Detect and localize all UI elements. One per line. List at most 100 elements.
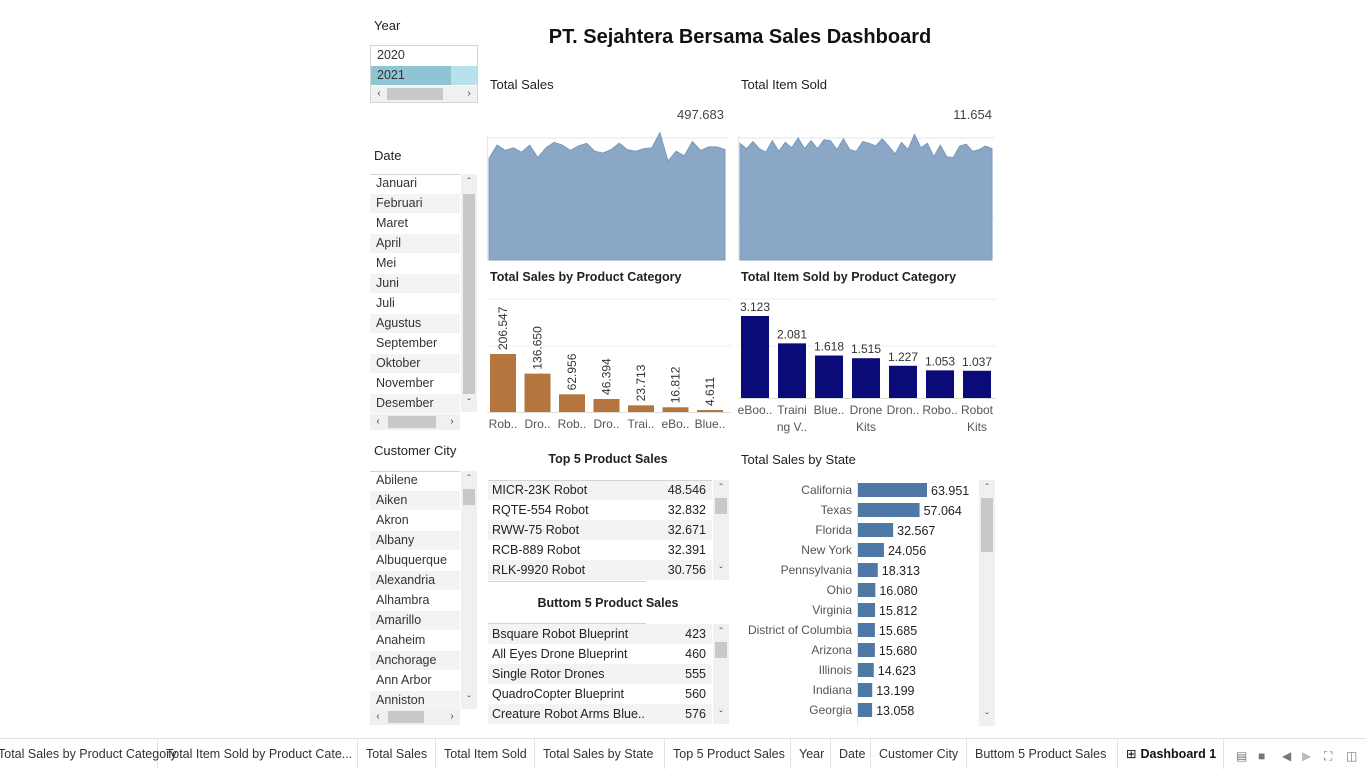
sheet-tab[interactable]: Total Sales by Product Category — [0, 739, 177, 769]
city-vscroll[interactable]: ˆ ˇ — [461, 471, 477, 709]
scroll-right-icon[interactable]: › — [450, 416, 454, 427]
state-label: New York — [801, 543, 853, 557]
scroll-down-icon[interactable]: ˇ — [467, 398, 471, 409]
top5-vscroll[interactable]: ˆ ˇ — [713, 480, 729, 580]
sheet-tab[interactable]: Total Item Sold — [436, 739, 535, 769]
scroll-left-icon[interactable]: ‹ — [376, 416, 380, 427]
scroll-thumb[interactable] — [387, 88, 443, 100]
date-option[interactable]: Februari — [370, 194, 460, 213]
fullscreen-icon[interactable]: ⛶ — [1324, 749, 1333, 763]
scroll-thumb[interactable] — [715, 498, 727, 514]
table-row: RLK-9920 Robot 30.756 — [488, 560, 712, 580]
state-label: Ohio — [827, 583, 853, 597]
scroll-thumb[interactable] — [463, 194, 475, 394]
sheet-tab[interactable]: Customer City — [871, 739, 967, 769]
state-label: Illinois — [819, 663, 852, 677]
date-option[interactable]: September — [376, 336, 438, 350]
city-option[interactable]: Albuquerque — [376, 553, 447, 567]
date-option[interactable]: April — [370, 234, 460, 253]
sheet-tab-label: Total Item Sold by Product Cate... — [166, 747, 353, 761]
date-hscroll[interactable]: ‹ › — [370, 414, 460, 430]
date-option[interactable]: Desember — [370, 394, 460, 413]
bottom5-vscroll[interactable]: ˆ ˇ — [713, 624, 729, 724]
sheet-tab[interactable]: Total Sales by State — [535, 739, 665, 769]
sales-by-category-title: Total Sales by Product Category — [490, 270, 682, 284]
city-hscroll[interactable]: ‹ › — [370, 709, 460, 725]
city-option[interactable]: Akron — [376, 513, 409, 527]
scroll-left-icon[interactable]: ‹ — [376, 711, 380, 722]
scroll-right-icon[interactable]: › — [467, 88, 471, 99]
state-vscroll[interactable]: ˆ ˇ — [979, 480, 995, 726]
category-label: Traini — [777, 403, 807, 417]
bar — [628, 405, 654, 412]
city-option[interactable]: Anchorage — [370, 651, 460, 670]
sheet-tab-label: Buttom 5 Product Sales — [975, 747, 1107, 761]
product-sales-value: 30.756 — [667, 563, 706, 577]
scroll-up-icon[interactable]: ˆ — [985, 483, 989, 494]
scroll-down-icon[interactable]: ˇ — [985, 712, 989, 723]
year-option-2020[interactable]: 2020 — [377, 48, 405, 62]
sheet-tab[interactable]: Buttom 5 Product Sales — [967, 739, 1118, 769]
year-hscroll[interactable]: ‹ › — [371, 86, 477, 102]
city-option[interactable]: Albany — [370, 531, 460, 550]
scroll-up-icon[interactable]: ˆ — [467, 177, 471, 188]
scroll-up-icon[interactable]: ˆ — [719, 627, 723, 638]
city-option[interactable]: Ann Arbor — [376, 673, 432, 687]
city-option[interactable]: Aiken — [370, 491, 460, 510]
sheet-tab[interactable]: Total Sales — [358, 739, 436, 769]
bar — [490, 354, 516, 412]
city-option[interactable]: Amarillo — [370, 611, 460, 630]
date-option[interactable]: Juni — [370, 274, 460, 293]
scroll-right-icon[interactable]: › — [450, 711, 454, 722]
year-option-2021[interactable]: 2021 — [371, 66, 451, 85]
date-option[interactable]: Oktober — [370, 354, 460, 373]
data-label: 63.951 — [931, 484, 969, 498]
filmstrip-view-icon[interactable]: ■ — [1258, 749, 1266, 763]
scroll-thumb[interactable] — [981, 498, 993, 552]
presentation-mode-icon[interactable]: ◫ — [1346, 749, 1358, 763]
product-name: RLK-9920 Robot — [492, 563, 586, 577]
scroll-down-icon[interactable]: ˇ — [467, 695, 471, 706]
sheet-tab[interactable]: Total Item Sold by Product Cate... — [158, 739, 358, 769]
date-option[interactable]: Juli — [376, 296, 395, 310]
scroll-down-icon[interactable]: ˇ — [719, 710, 723, 721]
previous-sheet-icon[interactable]: ◀ — [1282, 749, 1292, 763]
total-items-title: Total Item Sold — [741, 77, 827, 92]
data-label: 23.713 — [634, 364, 648, 401]
bar — [662, 407, 689, 412]
scroll-down-icon[interactable]: ˇ — [719, 566, 723, 577]
scroll-thumb[interactable] — [715, 642, 727, 658]
sheet-tab-label: Total Item Sold — [444, 747, 527, 761]
scroll-up-icon[interactable]: ˆ — [467, 474, 471, 485]
scroll-left-icon[interactable]: ‹ — [377, 88, 381, 99]
date-option[interactable]: November — [376, 376, 434, 390]
dashboard-title: PT. Sejahtera Bersama Sales Dashboard — [548, 26, 932, 48]
city-option[interactable]: Anaheim — [376, 633, 426, 647]
sheet-tab[interactable]: Date — [831, 739, 871, 769]
next-sheet-icon[interactable]: ▶ — [1302, 749, 1312, 763]
sheet-tab[interactable]: Top 5 Product Sales — [665, 739, 791, 769]
category-label: Blue.. — [695, 417, 726, 431]
data-label: 13.199 — [876, 684, 914, 698]
date-option[interactable]: Maret — [376, 216, 408, 230]
scroll-up-icon[interactable]: ˆ — [719, 483, 723, 494]
scroll-thumb[interactable] — [388, 416, 436, 428]
bar — [697, 410, 723, 412]
date-vscroll[interactable]: ˆ ˇ — [461, 174, 477, 412]
product-sales-value: 32.391 — [667, 543, 706, 557]
scroll-thumb[interactable] — [463, 489, 475, 505]
grid-view-icon[interactable]: ▤ — [1236, 749, 1248, 763]
scroll-thumb[interactable] — [388, 711, 424, 723]
date-option[interactable]: Agustus — [370, 314, 460, 333]
city-option[interactable]: Anniston — [370, 691, 460, 710]
city-option[interactable]: Alexandria — [370, 571, 460, 590]
bar — [593, 398, 620, 412]
city-option[interactable]: Alhambra — [376, 593, 430, 607]
city-option[interactable]: Abilene — [376, 473, 418, 487]
sheet-tab[interactable]: ⊞ Dashboard 1 — [1118, 739, 1224, 769]
sheet-tab[interactable]: Year — [791, 739, 831, 769]
date-option[interactable]: Januari — [376, 176, 417, 190]
category-label: ng V.. — [777, 420, 807, 434]
date-filter-label: Date — [374, 148, 402, 163]
date-option[interactable]: Mei — [376, 256, 397, 270]
